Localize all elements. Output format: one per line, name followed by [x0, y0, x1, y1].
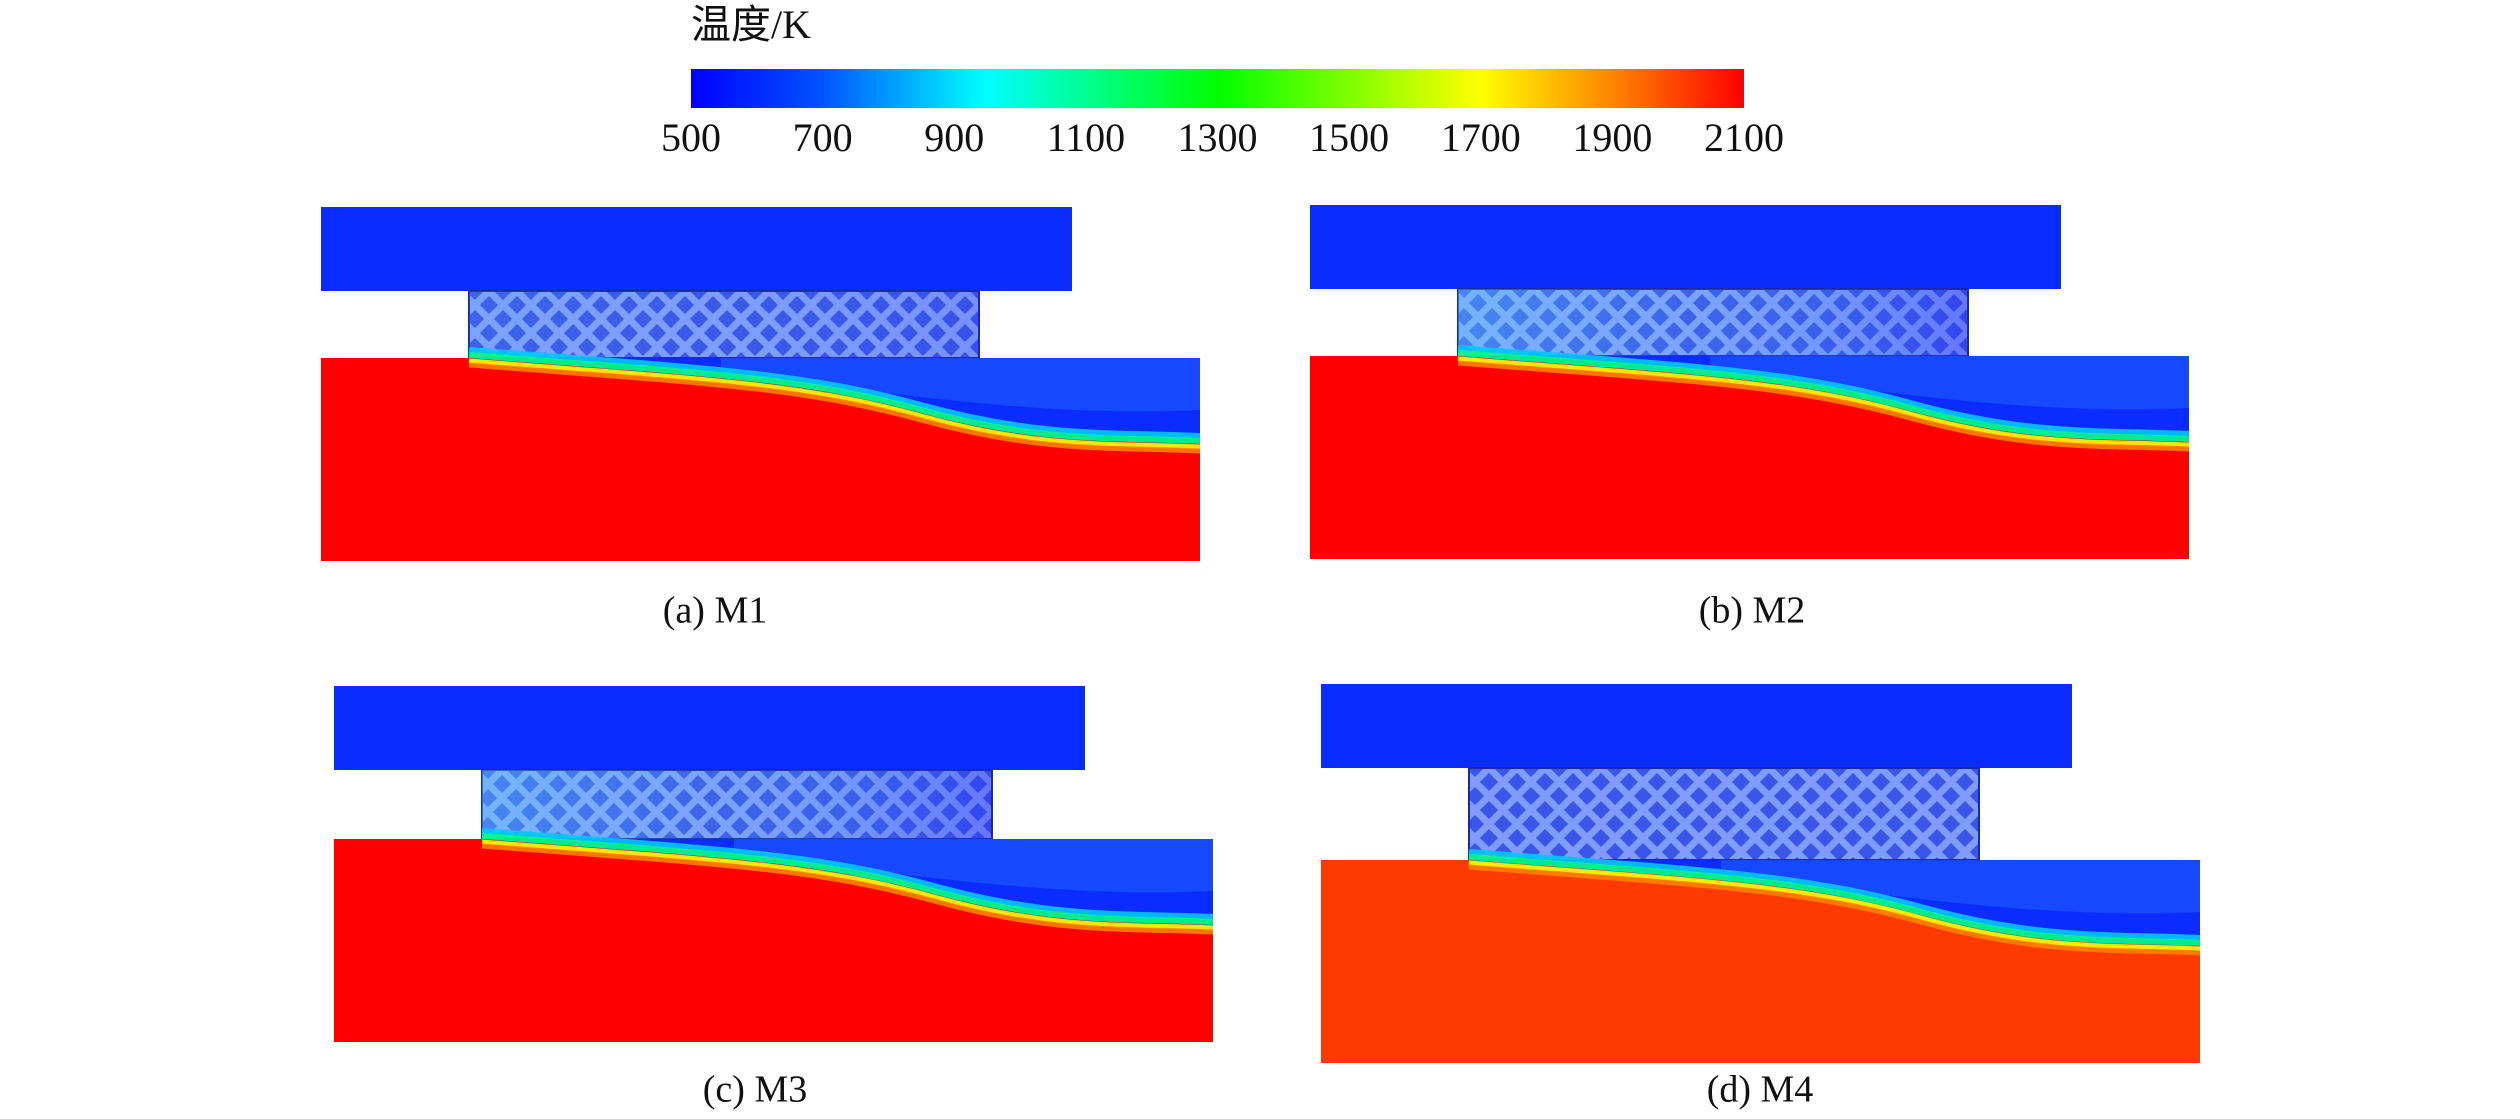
thermal-layer	[1457, 356, 2190, 448]
thermal-layer	[1468, 864, 2201, 956]
colorbar	[691, 69, 1744, 108]
contour-panel	[1310, 205, 2190, 559]
colorbar-tick-label: 1900	[1572, 115, 1652, 160]
contour-panel	[334, 686, 1214, 1042]
thermal-layer	[481, 833, 1214, 925]
cold-layer	[1710, 356, 2189, 410]
cold-layer	[1721, 860, 2200, 914]
colorbar-tick-label: 900	[924, 115, 984, 160]
colorbar-tick-label: 500	[661, 115, 721, 160]
flow-domain	[1321, 849, 2201, 1063]
thermal-layer	[1457, 350, 2190, 442]
colorbar-title: 温度/K	[691, 2, 811, 47]
thermal-layer	[481, 839, 1214, 931]
panel-caption: (b) M2	[1699, 590, 1806, 632]
top-plate	[321, 207, 1072, 291]
contour-panel	[321, 207, 1201, 561]
contour-panel	[1321, 684, 2201, 1063]
thermal-layer	[481, 843, 1214, 935]
thermal-layer	[481, 828, 1214, 920]
colorbar-tick-label: 1500	[1309, 115, 1389, 160]
flow-domain	[1310, 345, 2190, 559]
top-plate	[1310, 205, 2061, 289]
thermal-layer	[1468, 849, 2201, 941]
top-plate	[334, 686, 1085, 770]
thermal-layer	[468, 362, 1201, 454]
panel-caption: (a) M1	[663, 590, 767, 632]
cold-layer	[734, 839, 1213, 893]
thermal-layer	[468, 358, 1201, 450]
flow-domain	[321, 347, 1201, 561]
thermal-layer	[1468, 854, 2201, 946]
colorbar-tick-label: 700	[793, 115, 853, 160]
thermal-layer	[1468, 860, 2201, 952]
thermal-layer	[468, 352, 1201, 444]
colorbar-tick-label: 1300	[1178, 115, 1258, 160]
top-plate	[1321, 684, 2072, 768]
porous-block	[1468, 767, 1980, 861]
thermal-layer	[1457, 345, 2190, 437]
thermal-layer	[468, 347, 1201, 439]
colorbar-tick-label: 2100	[1704, 115, 1784, 160]
block-shade	[482, 770, 992, 839]
block-shade	[1458, 289, 1968, 356]
panel-caption: (d) M4	[1707, 1069, 1814, 1111]
thermal-layer	[1457, 360, 2190, 452]
flow-domain	[334, 828, 1214, 1042]
colorbar-tick-label: 1100	[1047, 115, 1126, 160]
panel-caption: (c) M3	[703, 1069, 807, 1111]
colorbar-tick-label: 1700	[1441, 115, 1521, 160]
cold-layer	[721, 358, 1200, 412]
block-shade	[469, 291, 979, 358]
